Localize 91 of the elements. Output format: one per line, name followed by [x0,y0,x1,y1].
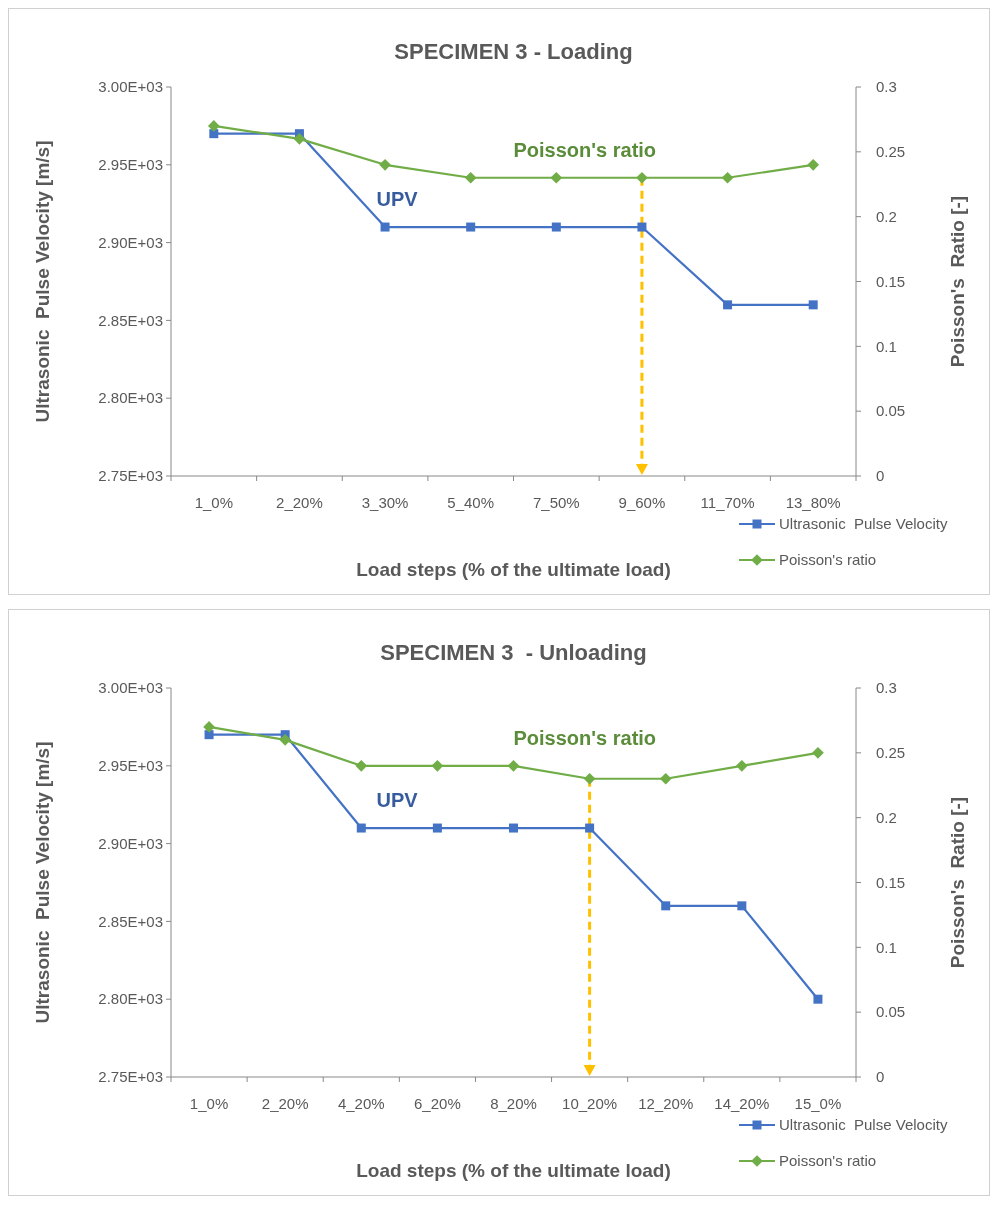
y-tick-label: 2.75E+03 [98,1068,163,1086]
x-tick-label: 10_20% [562,1095,618,1112]
y-axis-title: Ultrasonic Pulse Velocity [m/s] [32,741,53,1024]
y-tick-label: 2.90E+03 [98,834,163,852]
point [293,133,306,145]
point [507,759,520,772]
x-tick-label: 3_30% [361,494,409,511]
y2-tick-label: 0.2 [876,207,897,225]
x-tick-label: 1_0% [189,1095,229,1112]
y-tick-label: 2.75E+03 [98,467,163,485]
y2-tick-label: 0.05 [876,1003,906,1021]
point [735,759,748,772]
y-axis-title: Ultrasonic Pulse Velocity [m/s] [32,140,53,423]
point [209,129,219,139]
point [808,300,818,310]
annotation: Poisson's ratio [513,138,657,161]
annotation: UPV [376,188,419,211]
legend-label: Ultrasonic Pulse Velocity [779,1116,948,1134]
chart-title: SPECIMEN 3 - Loading [394,39,633,64]
y-tick-label: 2.80E+03 [98,990,163,1008]
y2-tick-label: 0.3 [876,78,897,96]
y2-tick-label: 0.15 [876,873,906,891]
x-tick-label: 4_20% [337,1095,385,1112]
y-tick-label: 2.95E+03 [98,156,163,174]
point [204,730,214,740]
y-tick-label: 2.85E+03 [98,912,163,930]
y2-tick-label: 0.25 [876,143,906,161]
point [737,901,747,911]
point [379,158,391,171]
chart-title: SPECIMEN 3 - Unloading [380,640,647,665]
x-tick-label: 9_60% [618,494,666,511]
legend-label: Ultrasonic Pulse Velocity [779,515,948,533]
y2-tick-label: 0.1 [876,938,897,956]
point [659,772,672,785]
point [637,222,647,232]
point [721,171,734,184]
point [356,823,366,833]
point [807,158,820,171]
point [550,171,563,184]
y2-tick-label: 0 [876,1068,885,1086]
point [813,994,823,1004]
x-tick-label: 5_40% [447,494,495,511]
y-tick-label: 3.00E+03 [98,679,163,697]
point [464,171,477,184]
x-tick-label: 14_20% [714,1095,770,1112]
annotation: UPV [376,789,419,812]
y2-axis-title: Poisson's Ratio [-] [947,195,968,368]
x-tick-label: 2_20% [261,1095,309,1112]
point [636,171,648,184]
point [355,759,368,772]
y2-axis-title: Poisson's Ratio [-] [947,796,968,969]
x-tick-label: 6_20% [414,1095,461,1112]
point [509,823,518,833]
point [585,823,595,833]
x-tick-label: 7_50% [532,494,580,511]
point [551,222,561,232]
point [432,823,442,833]
point [723,300,733,310]
point [583,772,596,785]
annotation: Poisson's ratio [513,726,657,749]
point [431,759,444,772]
y2-tick-label: 0 [876,467,885,485]
point [279,734,292,746]
x-tick-label: 12_20% [638,1095,694,1112]
y2-tick-label: 0.1 [876,337,897,355]
point [380,222,390,232]
legend-label: Poisson's ratio [779,1152,877,1170]
x-axis-title: Load steps (% of the ultimate load) [356,1160,671,1181]
x-tick-label: 11_70% [700,494,755,511]
y2-tick-label: 0.15 [876,272,906,290]
x-tick-label: 2_20% [276,494,323,511]
point [812,746,824,759]
y-tick-label: 3.00E+03 [98,78,163,96]
x-axis-title: Load steps (% of the ultimate load) [356,559,671,580]
point [466,222,476,232]
y-tick-label: 2.80E+03 [98,389,163,407]
y2-tick-label: 0.2 [876,808,897,826]
y2-tick-label: 0.05 [876,402,906,420]
point [207,120,220,132]
point [661,901,671,911]
y-tick-label: 2.95E+03 [98,757,163,775]
x-tick-label: 1_0% [194,494,233,511]
x-tick-label: 13_80% [785,494,841,511]
y-tick-label: 2.90E+03 [98,233,163,251]
y-tick-label: 2.85E+03 [98,311,163,329]
legend-label: Poisson's ratio [779,551,877,569]
y2-tick-label: 0.25 [876,744,906,762]
point [203,721,215,733]
x-tick-label: 15_0% [794,1095,842,1112]
y2-tick-label: 0.3 [876,679,897,697]
x-tick-label: 8_20% [490,1095,537,1112]
